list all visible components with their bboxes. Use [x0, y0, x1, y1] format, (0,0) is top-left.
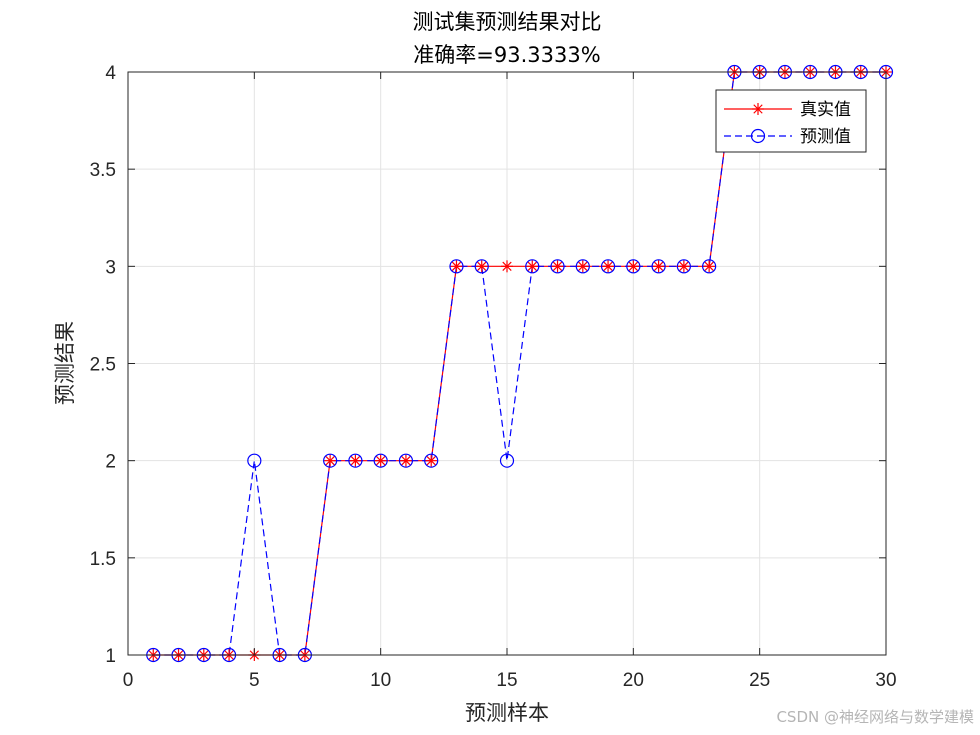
data-point-actual	[602, 260, 615, 273]
data-point-actual	[551, 260, 564, 273]
data-point-predicted	[323, 453, 338, 468]
tick-labels: 0 5 10 15 20 25 30 1 1.5 2 2.5 3 3.5 4	[90, 63, 897, 691]
y-tick-label: 3	[105, 257, 116, 278]
data-point-actual	[576, 260, 589, 273]
data-point-actual	[324, 454, 337, 467]
x-tick-label: 25	[749, 670, 770, 691]
legend-label-actual: 真实值	[800, 100, 851, 120]
y-tick-label: 2.5	[90, 355, 116, 376]
data-point-predicted	[550, 259, 565, 274]
data-point-predicted	[247, 453, 262, 468]
data-point-actual	[399, 454, 412, 467]
chart-subtitle: 准确率=93.3333%	[413, 43, 600, 67]
data-point-predicted	[449, 259, 464, 274]
data-point-actual	[501, 260, 513, 273]
data-point-predicted	[474, 259, 489, 274]
data-point-predicted	[626, 259, 641, 274]
y-tick-label: 1.5	[90, 549, 116, 570]
legend: 真实值 预测值	[715, 89, 867, 153]
watermark: CSDN @神经网络与数学建模	[776, 708, 974, 726]
x-tick-label: 0	[123, 670, 134, 691]
data-point-predicted	[348, 453, 363, 468]
data-point-predicted	[651, 259, 666, 274]
y-tick-label: 3.5	[90, 160, 116, 181]
data-point-actual	[450, 260, 463, 273]
legend-asterisk	[752, 103, 764, 115]
legend-marker-actual	[752, 103, 764, 115]
data-point-predicted	[373, 453, 388, 468]
grid-lines	[127, 71, 887, 656]
data-point-actual	[526, 260, 539, 273]
x-axis-label: 预测样本	[465, 701, 549, 725]
data-point-actual	[703, 260, 716, 273]
data-point-predicted	[676, 259, 691, 274]
data-point-actual	[425, 454, 438, 467]
data-point-predicted	[525, 259, 540, 274]
data-point-actual	[627, 260, 640, 273]
x-tick-label: 30	[875, 670, 896, 691]
x-tick-label: 5	[249, 670, 260, 691]
y-tick-label: 4	[105, 63, 116, 84]
legend-box	[715, 89, 867, 153]
legend-marker-predicted	[750, 128, 766, 144]
data-point-actual	[652, 260, 665, 273]
data-point-predicted	[575, 259, 590, 274]
y-tick-label: 1	[105, 646, 116, 667]
data-point-predicted	[424, 453, 439, 468]
data-point-actual	[475, 260, 488, 273]
data-point-predicted	[499, 453, 515, 468]
data-point-predicted	[702, 259, 717, 274]
data-point-actual	[349, 454, 362, 467]
chart-title: 测试集预测结果对比	[413, 10, 602, 34]
y-axis-label: 预测结果	[53, 321, 77, 405]
x-tick-label: 15	[496, 670, 517, 691]
data-point-actual	[374, 454, 387, 467]
legend-label-predicted: 预测值	[800, 127, 851, 147]
data-point-predicted	[398, 453, 414, 468]
y-tick-label: 2	[105, 452, 116, 473]
x-tick-label: 20	[623, 670, 644, 691]
axis-ticks	[127, 71, 887, 656]
data-point-predicted	[600, 259, 616, 274]
x-tick-label: 10	[370, 670, 391, 691]
data-point-actual	[677, 260, 690, 273]
